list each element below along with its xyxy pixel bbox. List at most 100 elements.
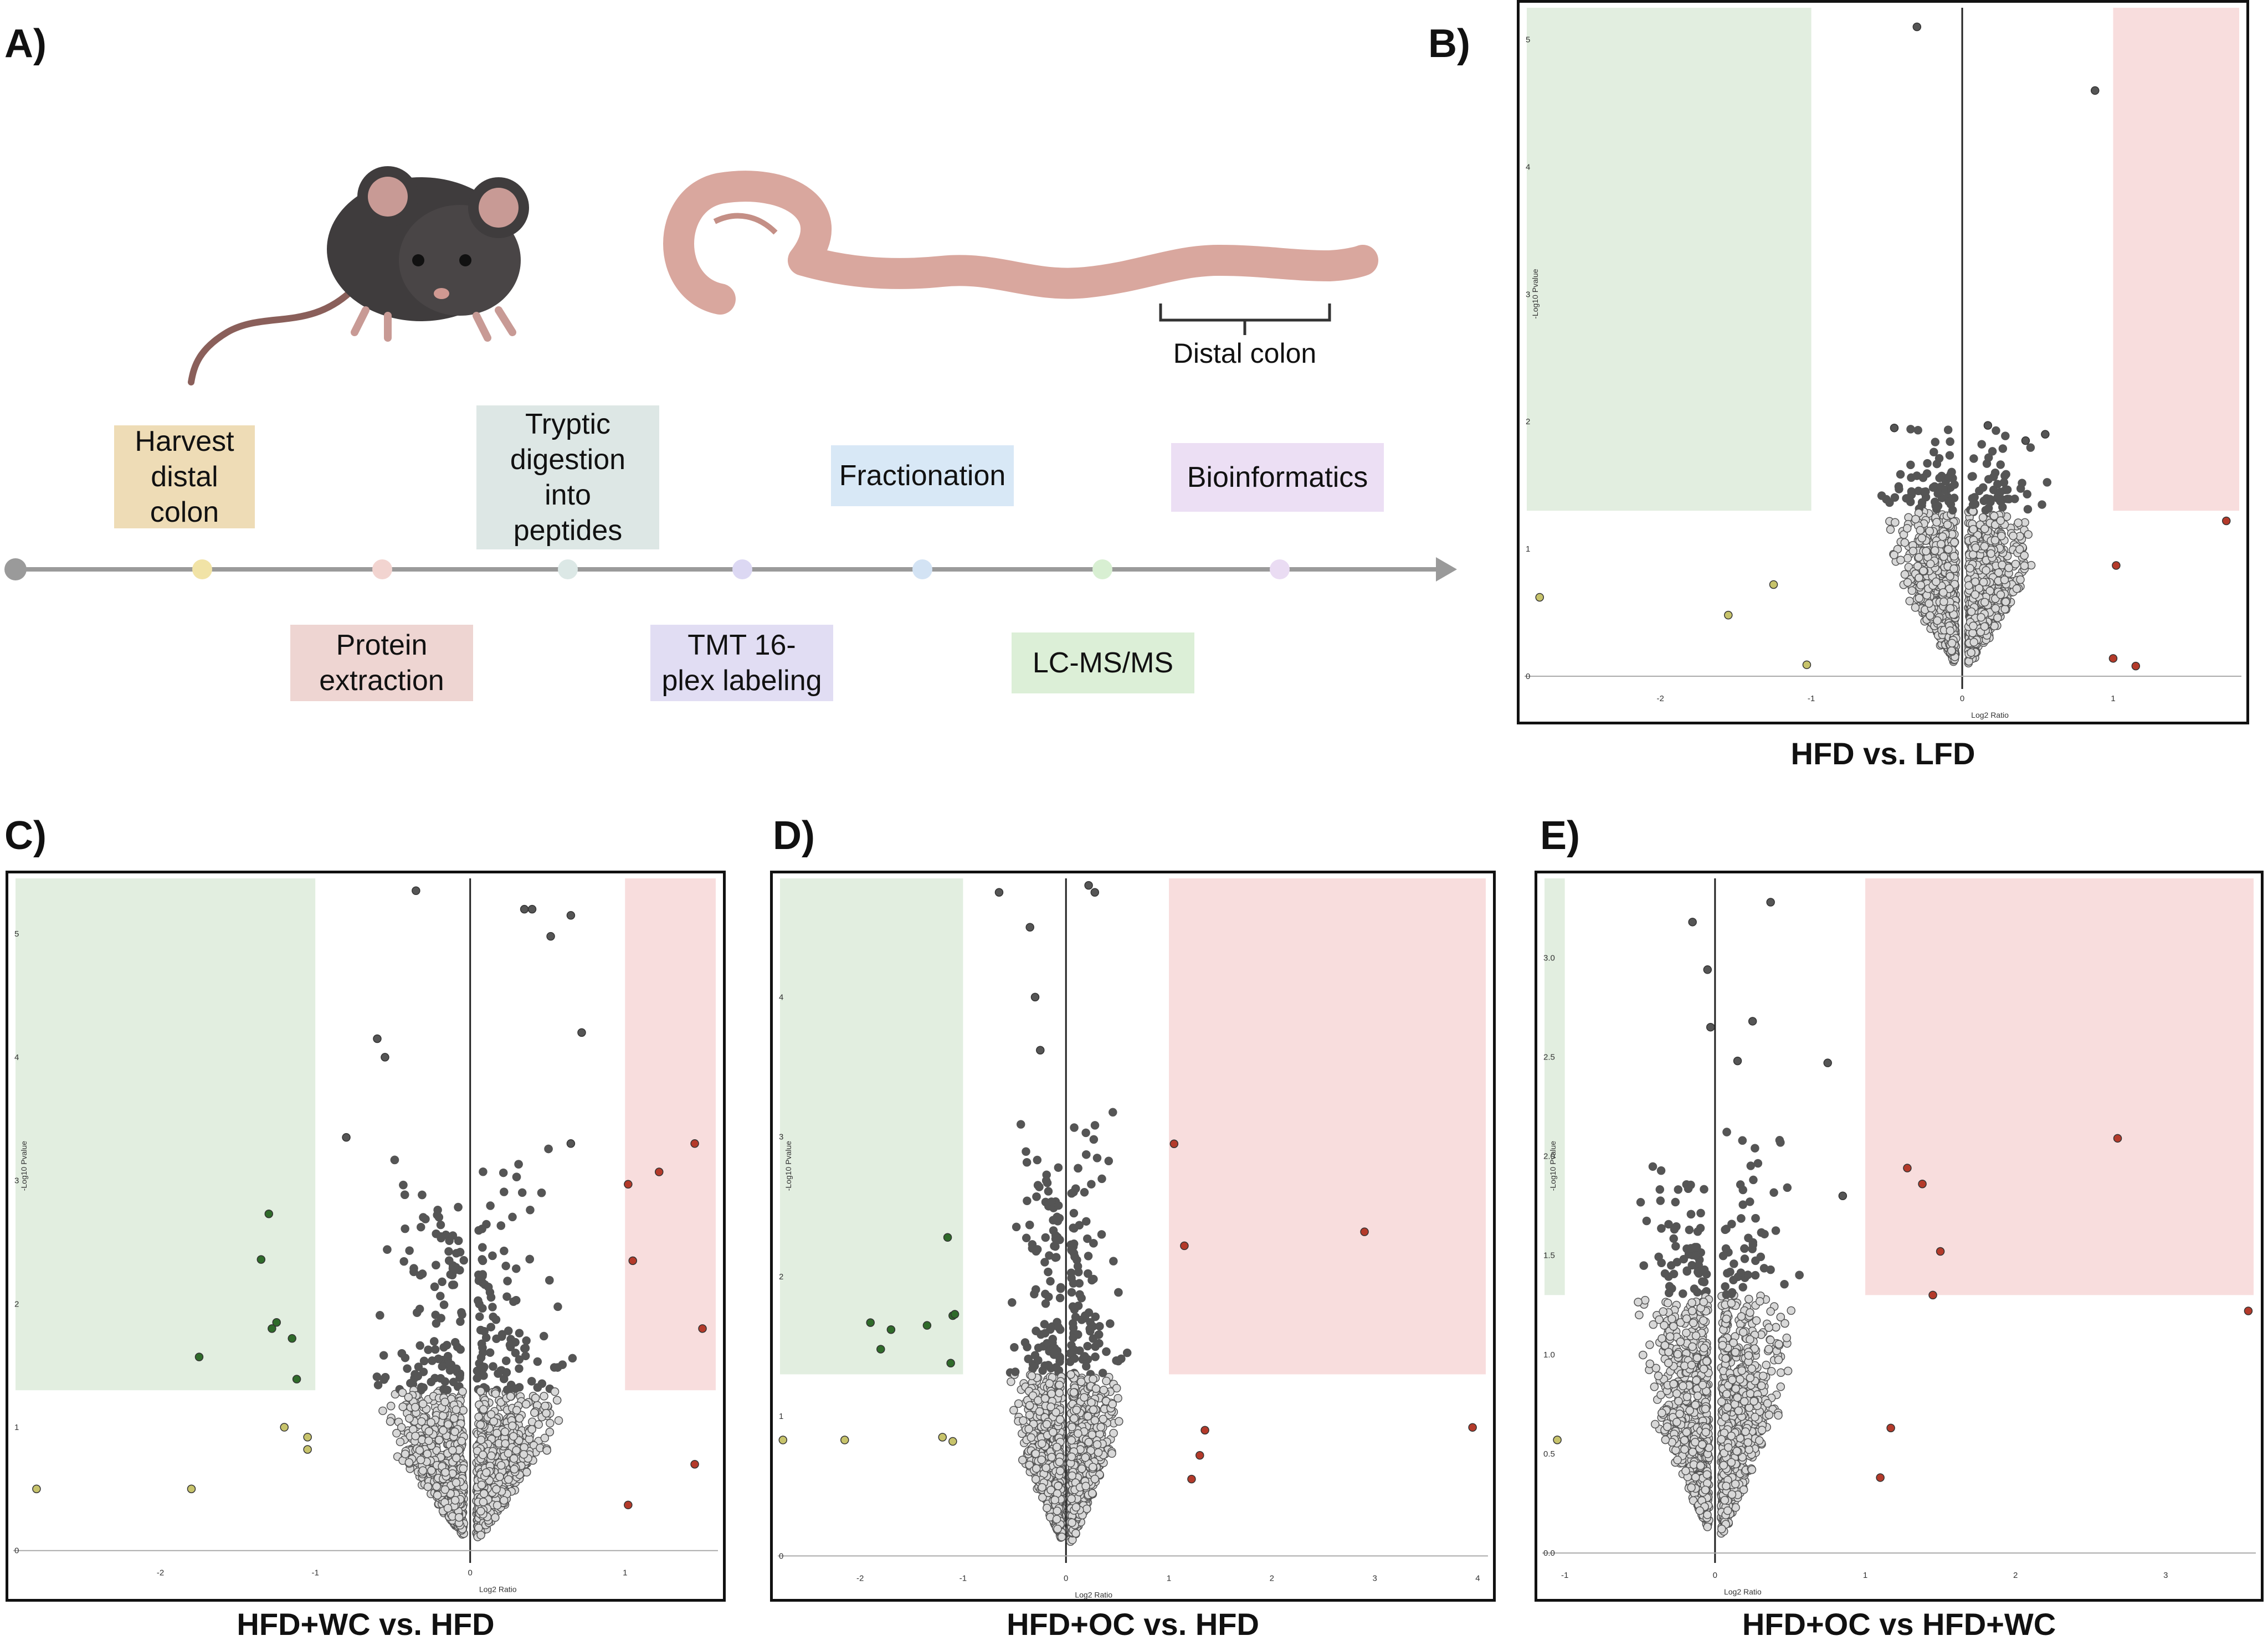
- protein-point: [568, 1354, 577, 1363]
- protein-point: [457, 1437, 466, 1446]
- upregulated-point: [624, 1500, 633, 1510]
- protein-point: [552, 1396, 562, 1405]
- upregulated-point: [2112, 561, 2121, 570]
- protein-point: [502, 1292, 511, 1301]
- protein-point: [459, 1256, 468, 1265]
- protein-point: [406, 1378, 415, 1388]
- down-regulated-region: [1527, 8, 1812, 511]
- protein-point: [478, 1343, 487, 1352]
- protein-point: [2016, 575, 2025, 584]
- protein-point: [2004, 563, 2013, 573]
- protein-point: [415, 1446, 424, 1455]
- protein-point: [454, 1236, 463, 1245]
- protein-point: [1918, 473, 1928, 482]
- timeline-dots: [192, 559, 1290, 579]
- step-protein-label: Protein extraction: [319, 629, 444, 697]
- timeline-dot: [912, 559, 932, 579]
- protein-point: [1978, 483, 1988, 492]
- protein-point: [1969, 524, 1978, 534]
- protein-point: [511, 1296, 521, 1305]
- x-tick-label: -1: [959, 1573, 967, 1583]
- background-proteins: [372, 1144, 577, 1541]
- protein-point: [1980, 542, 1989, 551]
- protein-point: [511, 1384, 520, 1393]
- protein-point: [495, 1472, 504, 1482]
- protein-point: [427, 1466, 436, 1475]
- protein-point: [1907, 490, 1916, 499]
- protein-point: [403, 1364, 412, 1373]
- protein-point: [438, 1362, 447, 1371]
- protein-point: [546, 1418, 555, 1428]
- protein-point: [533, 1383, 542, 1392]
- protein-point: [427, 1377, 436, 1386]
- upregulated-point: [628, 1256, 637, 1266]
- protein-point: [512, 1264, 521, 1273]
- protein-point: [509, 1432, 518, 1441]
- protein-point: [405, 1414, 414, 1423]
- protein-point: [512, 1406, 521, 1414]
- protein-point: [1971, 577, 1980, 587]
- protein-point: [496, 1461, 506, 1470]
- protein-point: [1977, 440, 1986, 449]
- protein-point: [1932, 518, 1941, 527]
- protein-point: [1998, 444, 2008, 453]
- panel-a-label: A): [4, 22, 47, 66]
- y-tick-label: 4: [779, 992, 783, 1002]
- y-tick-label: 0: [14, 1546, 19, 1556]
- up-regulated-region: [625, 878, 716, 1391]
- protein-point: [478, 1243, 487, 1252]
- step-tryptic-label: Tryptic digestion into peptides: [510, 408, 626, 547]
- protein-point: [2024, 530, 2033, 539]
- protein-point: [500, 1187, 509, 1196]
- downregulated-point: [256, 1255, 266, 1264]
- protein-point: [451, 1338, 460, 1347]
- protein-point: [401, 1224, 409, 1233]
- protein-point: [492, 1501, 502, 1510]
- protein-point: [1903, 578, 1912, 587]
- protein-point: [439, 1300, 449, 1309]
- protein-point: [442, 1341, 451, 1350]
- protein-point: [508, 1212, 517, 1222]
- upregulated-point: [690, 1139, 699, 1148]
- down-regulated-region: [780, 878, 963, 1375]
- protein-point: [1906, 460, 1915, 470]
- protein-point: [430, 1345, 440, 1354]
- timeline: [4, 557, 1457, 582]
- protein-point: [1900, 570, 1910, 579]
- protein-point: [1915, 573, 1923, 583]
- y-tick-label: 2: [14, 1299, 19, 1309]
- protein-point: [1969, 637, 1978, 647]
- protein-point: [1993, 480, 2002, 488]
- upregulated-point: [690, 1460, 699, 1469]
- background-proteins: [1005, 1108, 1132, 1546]
- protein-point: [517, 1188, 527, 1197]
- protein-point: [1935, 474, 1944, 482]
- protein-point: [416, 1455, 425, 1464]
- protein-point: [424, 1345, 433, 1354]
- protein-point: [500, 1246, 509, 1256]
- protein-point: [1966, 564, 1974, 573]
- protein-point: [522, 1336, 531, 1345]
- protein-point: [1081, 1128, 1090, 1138]
- protein-point: [418, 1190, 427, 1200]
- protein-point: [2012, 584, 2021, 593]
- protein-point: [1010, 1342, 1019, 1352]
- protein-point: [476, 1272, 485, 1281]
- protein-point: [451, 1405, 461, 1414]
- y-tick-label: 4: [1526, 162, 1530, 172]
- protein-point: [491, 1389, 500, 1398]
- protein-point: [482, 1468, 491, 1477]
- protein-point: [417, 1417, 426, 1426]
- protein-point: [396, 1437, 405, 1447]
- protein-point: [458, 1387, 467, 1396]
- protein-point: [1938, 532, 1947, 541]
- protein-point: [1926, 559, 1935, 568]
- protein-point: [433, 1490, 442, 1500]
- protein-point: [526, 1205, 535, 1215]
- protein-point: [449, 1414, 459, 1423]
- protein-point: [527, 1425, 536, 1434]
- protein-point: [418, 1269, 427, 1278]
- protein-point: [459, 1464, 468, 1473]
- protein-point: [479, 1167, 488, 1176]
